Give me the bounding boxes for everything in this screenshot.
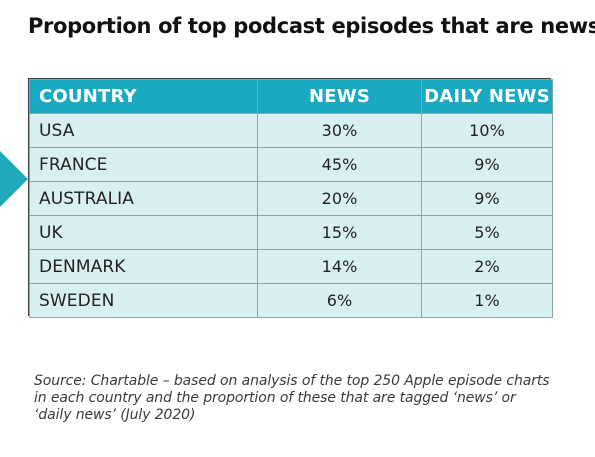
table-row: UK 15% 5% — [29, 215, 553, 250]
header-row: COUNTRY NEWS DAILY NEWS — [29, 79, 553, 114]
column-header-news: NEWS — [257, 79, 422, 114]
country-cell: FRANCE — [29, 147, 258, 182]
table-row: DENMARK 14% 2% — [29, 249, 553, 284]
country-cell: UK — [29, 215, 258, 250]
table-header: COUNTRY NEWS DAILY NEWS — [29, 79, 553, 114]
column-header-country: COUNTRY — [29, 79, 258, 114]
source-note: Source: Chartable – based on analysis of… — [34, 373, 550, 423]
country-cell: DENMARK — [29, 249, 258, 284]
table-row: SWEDEN 6% 1% — [29, 283, 553, 318]
country-cell: USA — [29, 113, 258, 148]
column-header-daily-news: DAILY NEWS — [421, 79, 553, 114]
daily-news-percent-cell: 2% — [421, 249, 553, 284]
news-percent-cell: 45% — [257, 147, 422, 182]
country-cell: AUSTRALIA — [29, 181, 258, 216]
news-percent-cell: 15% — [257, 215, 422, 250]
news-percent-cell: 20% — [257, 181, 422, 216]
table-row: AUSTRALIA 20% 9% — [29, 181, 553, 216]
daily-news-percent-cell: 5% — [421, 215, 553, 250]
news-percent-cell: 30% — [257, 113, 422, 148]
country-cell: SWEDEN — [29, 283, 258, 318]
news-percent-cell: 6% — [257, 283, 422, 318]
page-title: Proportion of top podcast episodes that … — [28, 14, 595, 38]
podcast-news-table-container: COUNTRY NEWS DAILY NEWS USA 30% 10% FRAN… — [28, 78, 553, 318]
news-percent-cell: 14% — [257, 249, 422, 284]
table-body: USA 30% 10% FRANCE 45% 9% AUSTRALIA 20% … — [29, 113, 553, 318]
daily-news-percent-cell: 1% — [421, 283, 553, 318]
daily-news-percent-cell: 9% — [421, 181, 553, 216]
podcast-news-table: COUNTRY NEWS DAILY NEWS USA 30% 10% FRAN… — [29, 79, 553, 318]
table-row: FRANCE 45% 9% — [29, 147, 553, 182]
daily-news-percent-cell: 9% — [421, 147, 553, 182]
daily-news-percent-cell: 10% — [421, 113, 553, 148]
table-row: USA 30% 10% — [29, 113, 553, 148]
teal-pointer-icon — [0, 151, 28, 207]
